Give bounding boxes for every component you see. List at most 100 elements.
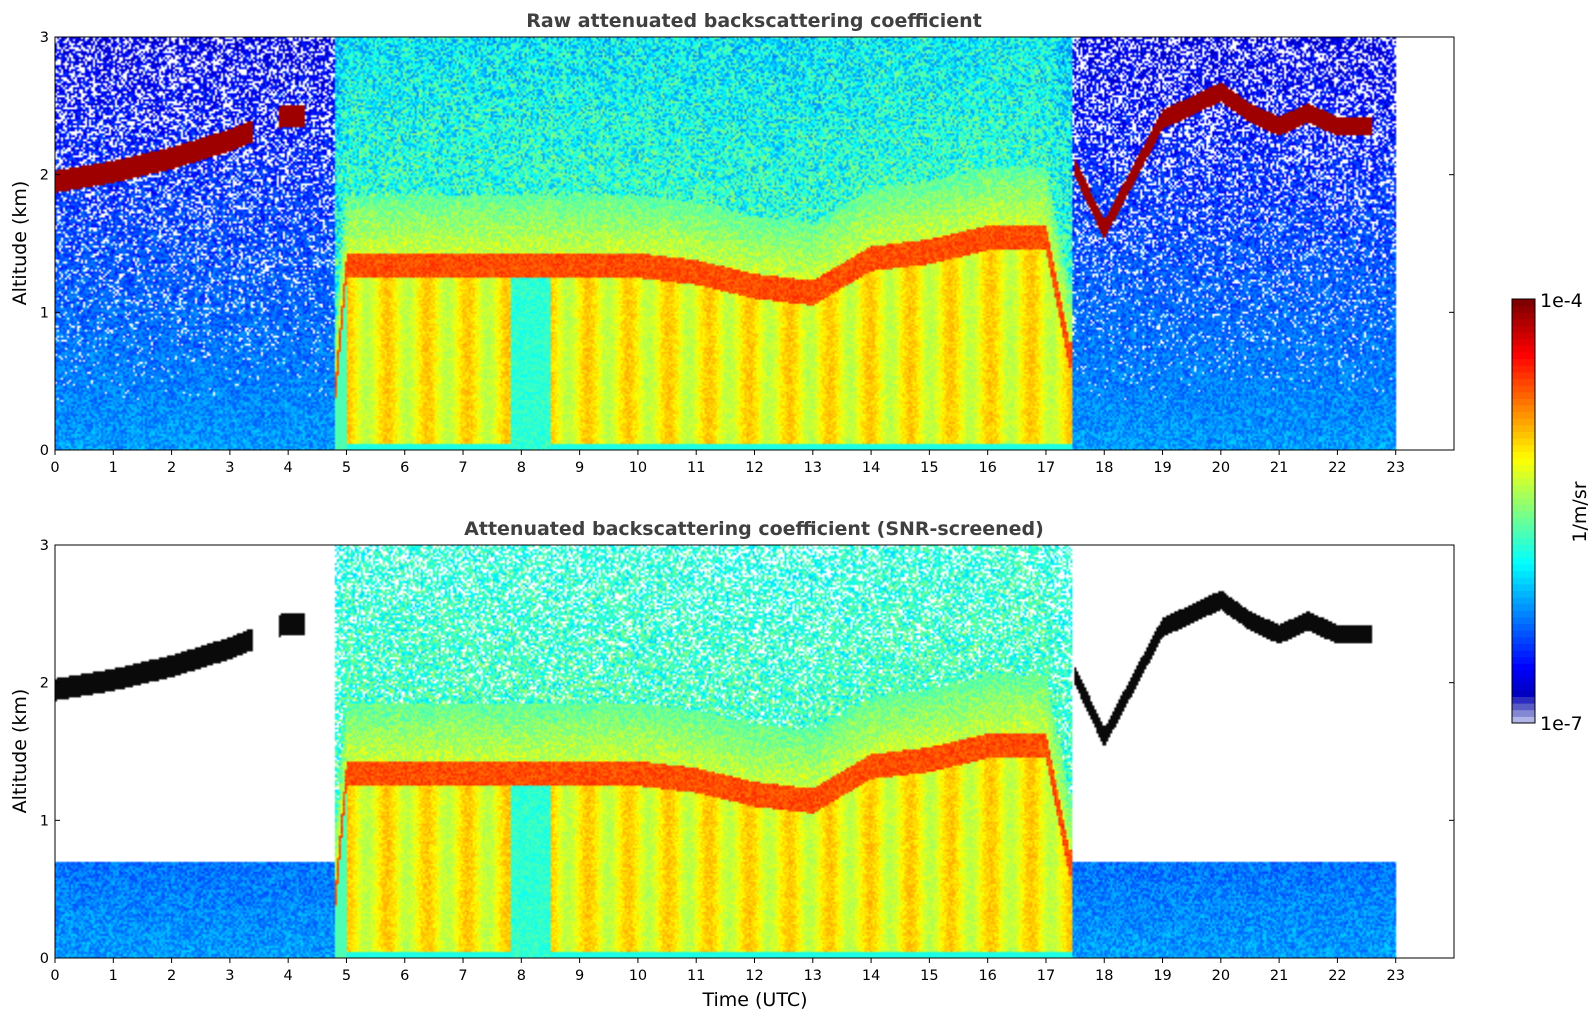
- y-tick-label: 0: [40, 443, 49, 459]
- x-tick-label: 3: [225, 460, 234, 476]
- colorbar-band: [1512, 451, 1535, 459]
- colorbar-band: [1512, 524, 1535, 532]
- colorbar-band: [1512, 570, 1535, 578]
- screened-backscatter-panel: Attenuated backscattering coefficient (S…: [9, 518, 1455, 1011]
- x-tick-label: 3: [225, 968, 234, 984]
- x-tick-label: 2: [167, 460, 176, 476]
- colorbar-band: [1512, 676, 1535, 684]
- x-tick-label: 14: [862, 968, 880, 984]
- x-tick-label: 15: [920, 968, 938, 984]
- colorbar-band: [1512, 352, 1535, 360]
- colorbar-band: [1512, 544, 1535, 552]
- y-tick-label: 2: [40, 168, 49, 184]
- x-tick-label: 22: [1328, 460, 1346, 476]
- colorbar-band: [1512, 458, 1535, 466]
- colorbar-band: [1512, 438, 1535, 446]
- colorbar-band: [1512, 630, 1535, 638]
- colorbar-band: [1512, 530, 1535, 538]
- colorbar-band: [1512, 312, 1535, 320]
- colorbar-band: [1512, 477, 1535, 485]
- colorbar-band: [1512, 431, 1535, 439]
- x-tick-label: 12: [745, 968, 763, 984]
- x-axis-label: Time (UTC): [701, 989, 807, 1011]
- colorbar-band: [1512, 617, 1535, 625]
- screened-x-ticks: 0 1 2 3 4 5 6 7 8 9 10 11 12 13 14 15 16 17 18 19 20 21 22 23: [50, 958, 1405, 984]
- x-tick-label: 8: [517, 968, 526, 984]
- colorbar-band: [1512, 597, 1535, 605]
- colorbar-band: [1512, 504, 1535, 512]
- colorbar-band: [1512, 358, 1535, 366]
- raw-heatmap-image: [55, 37, 1454, 450]
- colorbar-band: [1512, 557, 1535, 565]
- colorbar-gradient: [1512, 299, 1535, 724]
- colorbar-unit-label: 1/m/sr: [1569, 481, 1591, 542]
- colorbar-band: [1512, 656, 1535, 664]
- y-tick-label: 1: [40, 305, 49, 321]
- x-tick-label: 21: [1270, 968, 1288, 984]
- x-tick-label: 0: [50, 968, 59, 984]
- colorbar-band: [1512, 663, 1535, 671]
- x-tick-label: 5: [342, 968, 351, 984]
- colorbar-band: [1512, 689, 1535, 697]
- x-tick-label: 5: [342, 460, 351, 476]
- colorbar-band: [1512, 471, 1535, 479]
- colorbar-band: [1512, 636, 1535, 644]
- x-tick-label: 4: [284, 968, 293, 984]
- colorbar-band: [1512, 332, 1535, 340]
- raw-y-axis-label: Altitude (km): [9, 181, 31, 306]
- x-tick-label: 16: [978, 460, 996, 476]
- x-tick-label: 11: [687, 968, 705, 984]
- x-tick-label: 12: [745, 460, 763, 476]
- x-tick-label: 19: [1153, 968, 1171, 984]
- x-tick-label: 23: [1386, 460, 1404, 476]
- x-tick-label: 6: [400, 968, 409, 984]
- colorbar-band: [1512, 378, 1535, 386]
- x-tick-label: 2: [167, 968, 176, 984]
- x-tick-label: 20: [1212, 968, 1230, 984]
- screened-heatmap: [55, 545, 1454, 958]
- colorbar-band: [1512, 411, 1535, 419]
- x-tick-label: 19: [1153, 460, 1171, 476]
- x-tick-label: 8: [517, 460, 526, 476]
- colorbar-band: [1512, 683, 1535, 691]
- colorbar-band: [1512, 716, 1535, 724]
- colorbar-band: [1512, 550, 1535, 558]
- colorbar-frame: [1511, 298, 1536, 724]
- colorbar-band: [1512, 424, 1535, 432]
- colorbar-band: [1512, 537, 1535, 545]
- colorbar-band: [1512, 484, 1535, 492]
- x-tick-label: 1: [109, 968, 118, 984]
- x-tick-label: 7: [458, 460, 467, 476]
- colorbar-band: [1512, 497, 1535, 505]
- colorbar-band: [1512, 703, 1535, 711]
- colorbar-band: [1512, 318, 1535, 326]
- colorbar-band: [1512, 696, 1535, 704]
- colorbar-band: [1512, 444, 1535, 452]
- colorbar-band: [1512, 577, 1535, 585]
- raw-panel-title: Raw attenuated backscattering coefficien…: [526, 10, 982, 32]
- colorbar-band: [1512, 398, 1535, 406]
- colorbar-band: [1512, 338, 1535, 346]
- x-tick-label: 6: [400, 460, 409, 476]
- screened-panel-title: Attenuated backscattering coefficient (S…: [464, 518, 1044, 540]
- x-tick-label: 0: [50, 460, 59, 476]
- colorbar-band: [1512, 610, 1535, 618]
- colorbar-band: [1512, 517, 1535, 525]
- x-tick-label: 22: [1328, 968, 1346, 984]
- raw-y-ticks: 0 1 2 3: [40, 30, 1454, 459]
- y-tick-label: 3: [40, 30, 49, 46]
- colorbar-band: [1512, 623, 1535, 631]
- y-tick-label: 3: [40, 538, 49, 554]
- x-tick-label: 15: [920, 460, 938, 476]
- x-tick-label: 17: [1037, 460, 1055, 476]
- colorbar-band: [1512, 709, 1535, 717]
- x-tick-label: 13: [804, 460, 822, 476]
- colorbar-band: [1512, 491, 1535, 499]
- colorbar-band: [1512, 391, 1535, 399]
- x-tick-label: 21: [1270, 460, 1288, 476]
- colorbar-band: [1512, 345, 1535, 353]
- y-tick-label: 2: [40, 676, 49, 692]
- colorbar-band: [1512, 325, 1535, 333]
- screened-y-axis-label: Altitude (km): [9, 689, 31, 814]
